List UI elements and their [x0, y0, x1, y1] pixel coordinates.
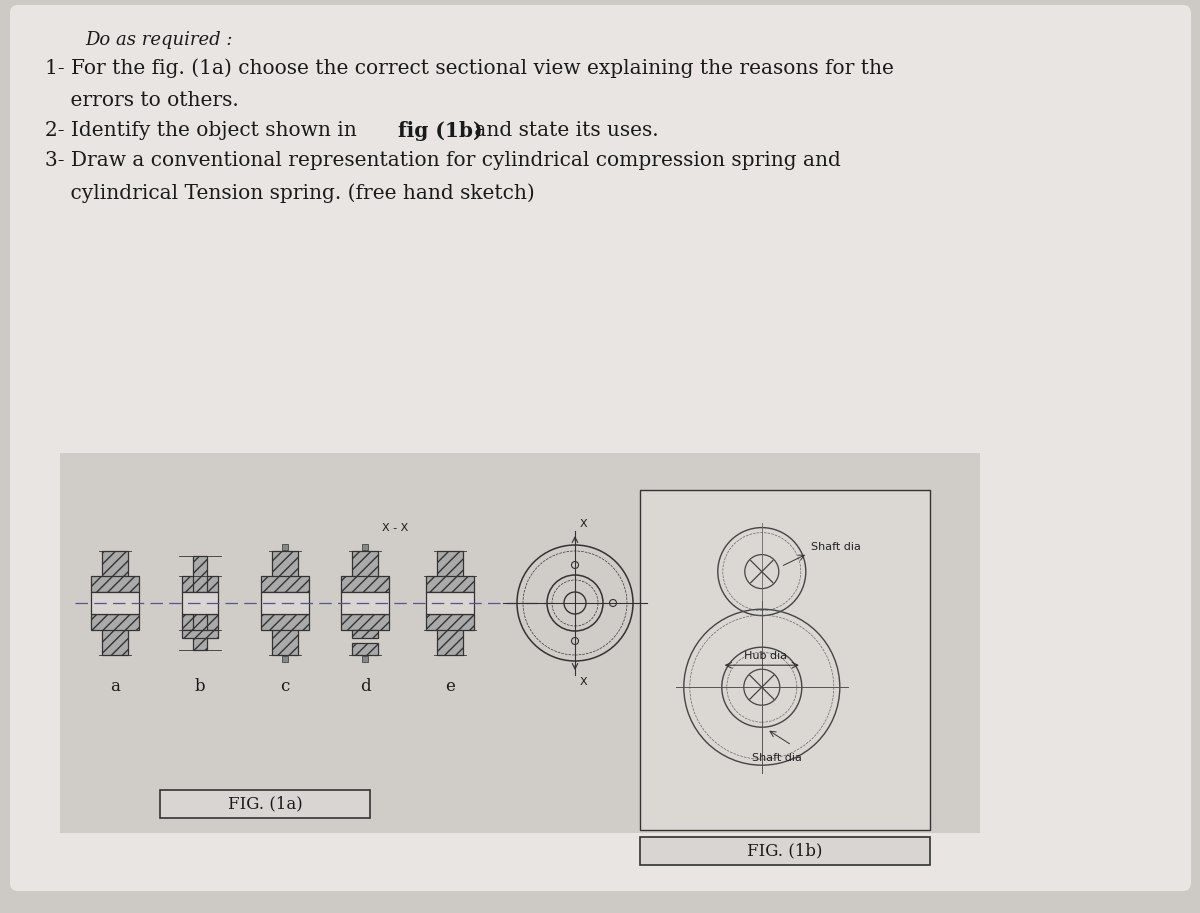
Bar	[102, 551, 128, 592]
Bar	[437, 551, 463, 592]
Text: d: d	[360, 678, 371, 695]
Bar	[60, 453, 980, 833]
Text: Hub dia: Hub dia	[744, 651, 787, 661]
Bar	[426, 614, 474, 630]
Text: Shaft dia: Shaft dia	[811, 541, 860, 551]
Text: errors to others.: errors to others.	[46, 91, 239, 110]
Bar	[352, 630, 378, 638]
Text: FIG. (1b): FIG. (1b)	[748, 843, 823, 859]
Bar	[193, 614, 208, 650]
Text: 1- For the fig. (1a) choose the correct sectional view explaining the reasons fo: 1- For the fig. (1a) choose the correct …	[46, 58, 894, 78]
Text: b: b	[194, 678, 205, 695]
Text: X: X	[580, 677, 588, 687]
Bar	[352, 551, 378, 592]
Bar	[182, 592, 218, 614]
Bar	[272, 614, 298, 655]
Bar	[341, 592, 389, 614]
Text: 3- Draw a conventional representation for cylindrical compression spring and: 3- Draw a conventional representation fo…	[46, 151, 841, 170]
Bar	[282, 656, 288, 662]
Bar	[262, 614, 310, 630]
Bar	[426, 592, 474, 614]
Bar	[272, 551, 298, 592]
Bar	[362, 656, 368, 662]
Bar	[182, 630, 218, 638]
Text: FIG. (1a): FIG. (1a)	[228, 795, 302, 813]
Text: e: e	[445, 678, 455, 695]
Bar	[193, 556, 208, 592]
Text: X - X: X - X	[382, 523, 408, 533]
Text: Shaft dia: Shaft dia	[752, 753, 802, 763]
Bar	[160, 790, 370, 818]
Bar	[362, 544, 368, 550]
Bar	[426, 576, 474, 592]
Bar	[102, 614, 128, 655]
Bar	[437, 614, 463, 655]
Bar	[262, 576, 310, 592]
Bar	[341, 576, 389, 592]
Text: c: c	[281, 678, 289, 695]
Text: 2- Identify the object shown in: 2- Identify the object shown in	[46, 121, 364, 140]
Bar	[282, 544, 288, 550]
Bar	[640, 837, 930, 865]
Text: fig (1b): fig (1b)	[398, 121, 482, 141]
Text: cylindrical Tension spring. (free hand sketch): cylindrical Tension spring. (free hand s…	[46, 183, 535, 203]
Text: X: X	[580, 519, 588, 529]
FancyBboxPatch shape	[10, 5, 1190, 891]
Text: Do as required :: Do as required :	[85, 31, 233, 49]
Text: and state its uses.: and state its uses.	[468, 121, 659, 140]
Text: a: a	[110, 678, 120, 695]
Bar	[352, 643, 378, 655]
Bar	[341, 614, 389, 630]
Bar	[91, 592, 139, 614]
Bar	[262, 592, 310, 614]
Bar	[182, 614, 218, 630]
Bar	[91, 576, 139, 592]
Bar	[91, 614, 139, 630]
Bar	[182, 576, 218, 592]
Bar	[640, 490, 930, 830]
